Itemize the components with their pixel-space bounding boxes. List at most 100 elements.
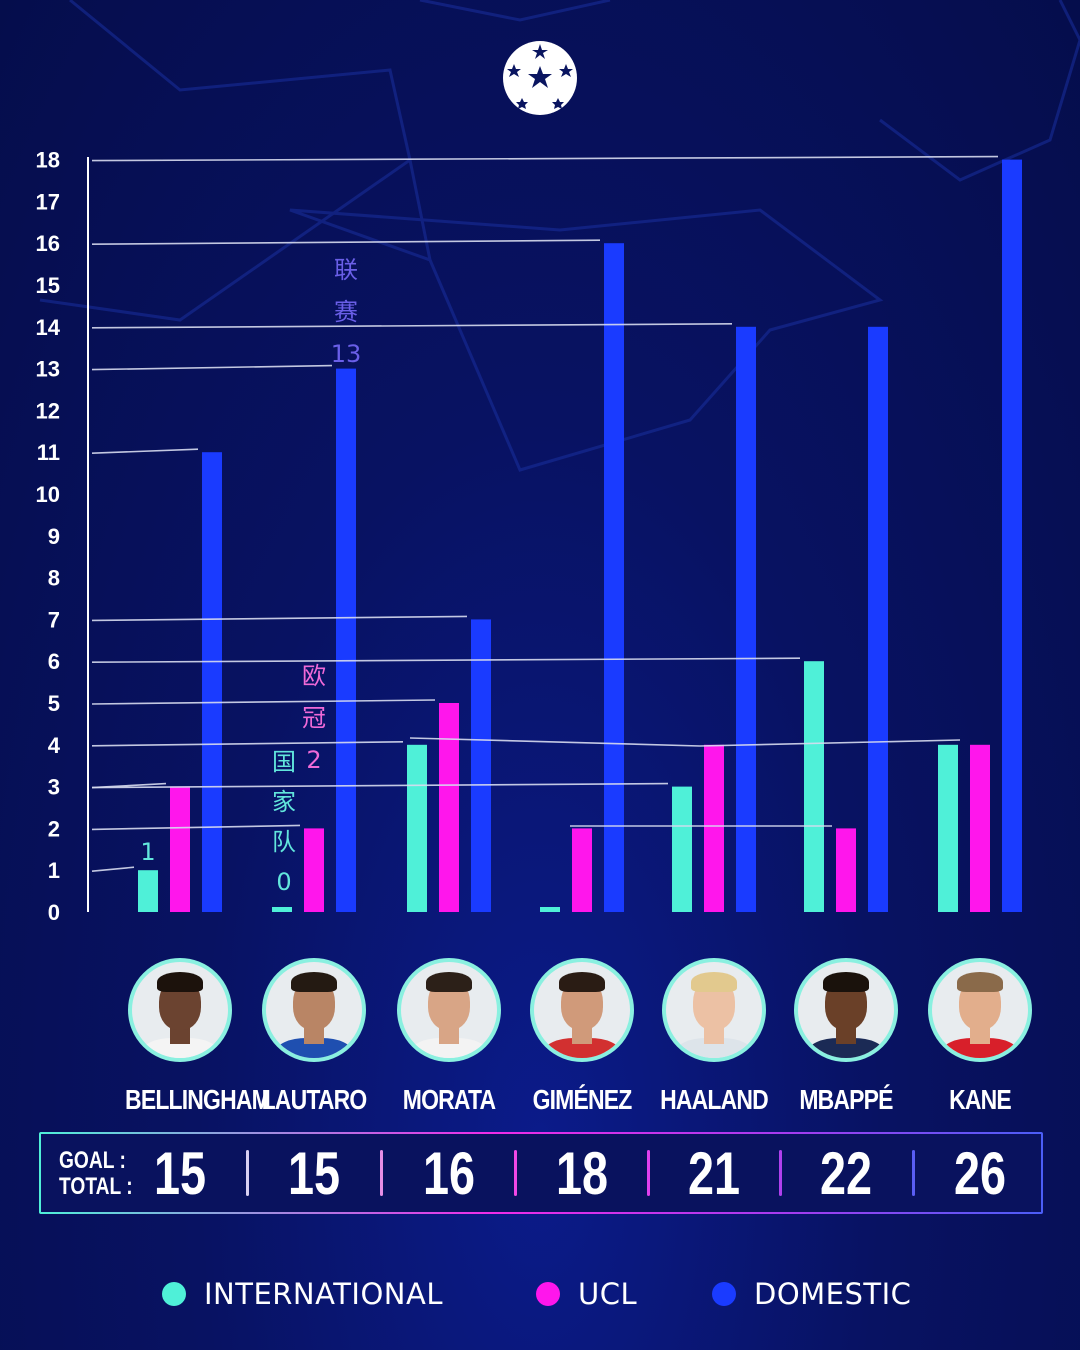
y-tick-label: 11 (37, 440, 60, 465)
bar-annotation-text: 2 (306, 746, 321, 774)
player-avatar (928, 958, 1032, 1062)
y-tick-label: 12 (36, 398, 60, 423)
bar-ucl-kane (970, 744, 990, 912)
goal-total-separator (514, 1150, 517, 1196)
y-tick-label: 9 (48, 524, 60, 549)
legend-dot (162, 1282, 186, 1306)
bar-domestic-giménez (604, 243, 624, 912)
bar-annotation-text: 欧 (302, 662, 326, 690)
goal-total-value: 21 (687, 1140, 741, 1207)
player-card: BELLINGHAM (113, 958, 271, 1116)
y-tick-label: 7 (48, 607, 60, 632)
leader-line (91, 782, 669, 789)
leader-line (91, 699, 436, 705)
y-tick-label: 13 (36, 357, 60, 382)
goal-total-label-line2: TOTAL : (59, 1173, 133, 1200)
leader-line (409, 737, 701, 747)
y-tick-label: 1 (48, 858, 60, 883)
goal-total-separator (646, 1150, 650, 1196)
player-name: BELLINGHAM (125, 1084, 271, 1115)
leader-line (91, 448, 199, 454)
bar-international-haaland (672, 786, 692, 912)
y-tick-label: 6 (48, 649, 60, 674)
leader-line (91, 866, 135, 872)
y-tick-label: 17 (36, 189, 60, 214)
bar-domestic-haaland (736, 326, 756, 912)
y-tick-label: 15 (36, 273, 60, 298)
player-name: LAUTARO (261, 1084, 368, 1115)
bars-group (138, 159, 1022, 913)
bar-annotation-text: 0 (276, 868, 291, 896)
player-card: KANE (913, 958, 1047, 1116)
bar-annotation-text: 联 (334, 256, 358, 284)
player-name: GIMÉNEZ (532, 1084, 633, 1115)
player-card: LAUTARO (247, 958, 381, 1116)
leader-line (91, 364, 333, 371)
leader-line (91, 824, 301, 831)
player-avatar (397, 958, 501, 1062)
y-tick-label: 8 (48, 566, 60, 591)
bar-international-giménez (540, 907, 560, 912)
player-name: HAALAND (660, 1084, 769, 1115)
legend-dot (536, 1282, 560, 1306)
goal-total-value: 16 (422, 1140, 476, 1207)
bar-annotation-text: 家 (272, 788, 296, 816)
player-avatar (662, 958, 766, 1062)
bar-domestic-bellingham (202, 452, 222, 912)
goal-total-value: 26 (953, 1140, 1007, 1207)
goal-total-separator (245, 1150, 249, 1196)
bar-ucl-haaland (704, 744, 724, 912)
bar-annotation-text: 冠 (302, 704, 326, 732)
leader-line (91, 323, 733, 329)
legend-dot (712, 1282, 736, 1306)
player-name: MORATA (402, 1084, 496, 1115)
player-card: GIMÉNEZ (515, 958, 649, 1116)
leader-line (91, 657, 801, 663)
bar-domestic-mbappé (868, 326, 888, 912)
leader-line (699, 739, 961, 747)
legend-item-international: INTERNATIONAL (162, 1266, 443, 1322)
bar-international-morata (407, 744, 427, 912)
bar-ucl-bellingham (170, 786, 190, 912)
goal-total-label-line1: GOAL : (59, 1147, 126, 1174)
goal-total-value: 15 (153, 1140, 207, 1207)
y-tick-label: 0 (48, 900, 60, 925)
player-avatar (262, 958, 366, 1062)
bar-annotation-text: 1 (140, 838, 155, 866)
y-tick-label: 18 (36, 148, 60, 173)
player-name: MBAPPÉ (799, 1084, 893, 1115)
legend-label: DOMESTIC (754, 1277, 912, 1311)
goal-total-value: 15 (287, 1140, 341, 1207)
goal-total-value: 18 (555, 1140, 609, 1207)
bar-international-mbappé (804, 661, 824, 912)
goal-total-value: 22 (819, 1140, 873, 1207)
bar-domestic-lautaro (336, 368, 356, 913)
y-tick-label: 4 (48, 733, 61, 758)
bar-ucl-giménez (572, 828, 592, 912)
bar-domestic-morata (471, 619, 491, 912)
player-card: MORATA (382, 958, 516, 1116)
player-avatar (530, 958, 634, 1062)
legend-item-domestic: DOMESTIC (712, 1266, 911, 1322)
legend-item-ucl: UCL (536, 1266, 637, 1322)
goal-total-separator (380, 1150, 383, 1196)
bar-ucl-lautaro (304, 828, 324, 912)
bar-annotation-text: 赛 (334, 298, 358, 326)
player-name: KANE (949, 1084, 1012, 1115)
leader-line (91, 615, 468, 622)
bar-annotation-text: 国 (272, 748, 296, 776)
leader-line (91, 782, 167, 789)
y-tick-label: 5 (48, 691, 60, 716)
bar-annotation-text: 队 (272, 828, 296, 856)
y-tick-label: 14 (36, 315, 61, 340)
y-tick-label: 10 (36, 482, 60, 507)
player-card: HAALAND (647, 958, 781, 1116)
bar-ucl-morata (439, 703, 459, 912)
leader-lines (91, 155, 999, 872)
goal-total-box: GOAL : TOTAL : 15 15 16 18 21 22 26 (39, 1132, 1043, 1214)
y-tick-label: 3 (48, 775, 60, 800)
background-star-pattern (39, 0, 1080, 472)
bar-international-bellingham (138, 870, 158, 912)
